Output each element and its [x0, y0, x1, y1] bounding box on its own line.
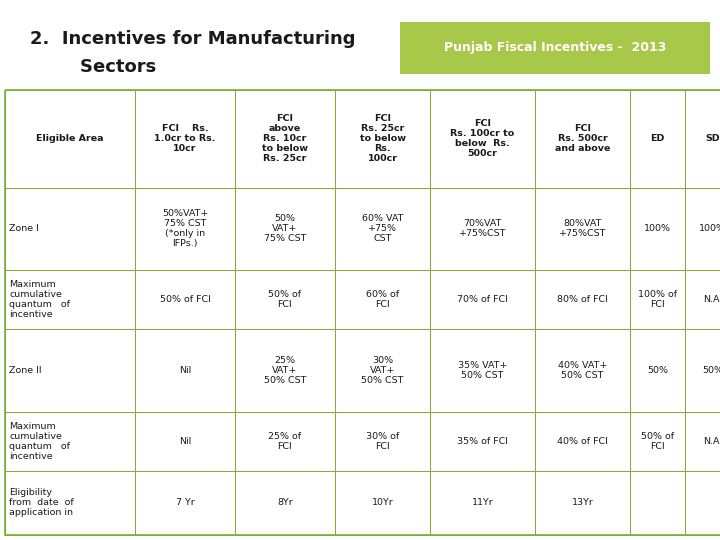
Bar — [335, 188, 430, 270]
Bar — [400, 22, 710, 74]
Bar — [235, 329, 335, 411]
Text: FCI
Rs. 25cr
to below
Rs.
100cr: FCI Rs. 25cr to below Rs. 100cr — [359, 114, 405, 164]
Text: 8Yr: 8Yr — [277, 498, 293, 508]
Text: FCI
above
Rs. 10cr
to below
Rs. 25cr: FCI above Rs. 10cr to below Rs. 25cr — [262, 114, 308, 164]
Bar — [335, 270, 430, 329]
Bar — [430, 188, 535, 270]
Bar — [335, 471, 430, 535]
Text: Punjab Fiscal Incentives -  2013: Punjab Fiscal Incentives - 2013 — [444, 42, 666, 55]
Bar — [5, 411, 135, 471]
Text: 25%
VAT+
50% CST: 25% VAT+ 50% CST — [264, 356, 306, 385]
Bar — [135, 90, 235, 188]
Bar — [430, 471, 535, 535]
Bar — [135, 411, 235, 471]
Bar — [335, 411, 430, 471]
Text: ED: ED — [650, 134, 665, 144]
Bar — [685, 471, 720, 535]
Bar — [630, 90, 685, 188]
Text: FCI
Rs. 500cr
and above: FCI Rs. 500cr and above — [555, 124, 610, 153]
Bar — [135, 329, 235, 411]
Text: 2.  Incentives for Manufacturing: 2. Incentives for Manufacturing — [30, 30, 356, 48]
Bar — [685, 188, 720, 270]
Text: 60% of
FCI: 60% of FCI — [366, 290, 399, 309]
Bar — [535, 471, 630, 535]
Text: 50%: 50% — [647, 366, 668, 375]
Bar — [685, 411, 720, 471]
Text: 50% of FCI: 50% of FCI — [160, 295, 210, 304]
Text: 11Yr: 11Yr — [472, 498, 493, 508]
Bar — [685, 90, 720, 188]
Text: Zone II: Zone II — [9, 366, 42, 375]
Text: Eligibility
from  date  of
application in: Eligibility from date of application in — [9, 488, 73, 517]
Bar — [235, 90, 335, 188]
Bar — [235, 471, 335, 535]
Text: 7 Yr: 7 Yr — [176, 498, 194, 508]
Bar — [535, 329, 630, 411]
Text: Maximum
cumulative
quantum   of
incentive: Maximum cumulative quantum of incentive — [9, 280, 70, 319]
Text: 100% of
FCI: 100% of FCI — [638, 290, 677, 309]
Bar — [630, 329, 685, 411]
Bar — [630, 411, 685, 471]
Bar — [535, 270, 630, 329]
Text: Zone I: Zone I — [9, 225, 39, 233]
Bar — [135, 471, 235, 535]
Bar — [430, 90, 535, 188]
Text: Eligible Area: Eligible Area — [36, 134, 104, 144]
Bar — [135, 188, 235, 270]
Bar — [135, 270, 235, 329]
Bar — [685, 329, 720, 411]
Bar — [235, 188, 335, 270]
Bar — [430, 270, 535, 329]
Bar — [535, 90, 630, 188]
Bar — [5, 188, 135, 270]
Bar — [5, 270, 135, 329]
Bar — [5, 329, 135, 411]
Bar — [685, 270, 720, 329]
Text: 70% of FCI: 70% of FCI — [457, 295, 508, 304]
Text: 50%: 50% — [702, 366, 720, 375]
Bar — [430, 329, 535, 411]
Text: Nil: Nil — [179, 366, 191, 375]
Text: 80% of FCI: 80% of FCI — [557, 295, 608, 304]
Bar — [535, 188, 630, 270]
Text: 40% of FCI: 40% of FCI — [557, 437, 608, 445]
Bar — [5, 471, 135, 535]
Bar — [630, 471, 685, 535]
Bar — [5, 90, 135, 188]
Text: 30% of
FCI: 30% of FCI — [366, 431, 399, 451]
Text: SD: SD — [705, 134, 720, 144]
Bar — [430, 411, 535, 471]
Text: 80%VAT
+75%CST: 80%VAT +75%CST — [559, 219, 606, 239]
Text: 60% VAT
+75%
CST: 60% VAT +75% CST — [362, 214, 403, 244]
Text: 50%VAT+
75% CST
(*only in
IFPs.): 50%VAT+ 75% CST (*only in IFPs.) — [162, 210, 208, 248]
Text: 50% of
FCI: 50% of FCI — [641, 431, 674, 451]
Text: 50%
VAT+
75% CST: 50% VAT+ 75% CST — [264, 214, 306, 244]
Text: N.A.: N.A. — [703, 437, 720, 445]
Bar — [335, 329, 430, 411]
Text: 25% of
FCI: 25% of FCI — [269, 431, 302, 451]
Bar — [335, 90, 430, 188]
Text: N.A.: N.A. — [703, 295, 720, 304]
Bar — [630, 188, 685, 270]
Text: Sectors: Sectors — [30, 58, 156, 76]
Bar — [235, 270, 335, 329]
Text: Nil: Nil — [179, 437, 191, 445]
Text: 100%: 100% — [644, 225, 671, 233]
Text: 10Yr: 10Yr — [372, 498, 393, 508]
Bar — [5, 90, 720, 535]
Text: 70%VAT
+75%CST: 70%VAT +75%CST — [459, 219, 506, 239]
Text: Maximum
cumulative
quantum   of
incentive: Maximum cumulative quantum of incentive — [9, 422, 70, 461]
Bar — [630, 270, 685, 329]
Text: 40% VAT+
50% CST: 40% VAT+ 50% CST — [558, 361, 607, 380]
Text: 35% VAT+
50% CST: 35% VAT+ 50% CST — [458, 361, 508, 380]
Bar — [535, 411, 630, 471]
Text: 50% of
FCI: 50% of FCI — [269, 290, 302, 309]
Bar — [235, 411, 335, 471]
Text: 35% of FCI: 35% of FCI — [457, 437, 508, 445]
Text: FCI    Rs.
1.0cr to Rs.
10cr: FCI Rs. 1.0cr to Rs. 10cr — [154, 124, 216, 153]
Text: 100%: 100% — [699, 225, 720, 233]
Text: FCI
Rs. 100cr to
below  Rs.
500cr: FCI Rs. 100cr to below Rs. 500cr — [451, 119, 515, 158]
Text: 13Yr: 13Yr — [572, 498, 593, 508]
Text: 30%
VAT+
50% CST: 30% VAT+ 50% CST — [361, 356, 404, 385]
